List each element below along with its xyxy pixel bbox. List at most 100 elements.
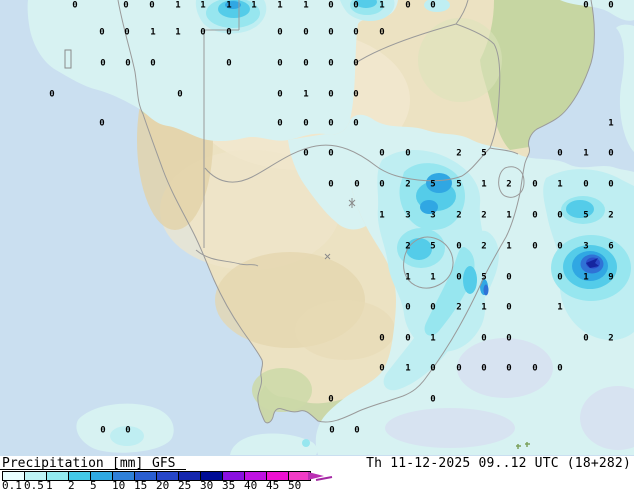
grid-value: 0 <box>99 119 104 129</box>
grid-value: 0 <box>200 28 205 38</box>
grid-value: 0 <box>328 395 333 405</box>
grid-value: 1 <box>303 1 308 11</box>
grid-value: 0 <box>608 180 613 190</box>
grid-value: 0 <box>456 364 461 374</box>
grid-value: 1 <box>430 334 435 344</box>
scale-label: 20 <box>156 479 170 490</box>
grid-value: 1 <box>506 211 511 221</box>
grid-value: 0 <box>481 334 486 344</box>
grid-value: 5 <box>583 211 588 221</box>
scale-label: 0.5 <box>24 479 44 490</box>
grid-value: 2 <box>456 211 461 221</box>
color-scale <box>2 471 311 481</box>
grid-value: 0 <box>125 426 130 436</box>
grid-value: 2 <box>481 242 486 252</box>
grid-value: 2 <box>608 334 613 344</box>
grid-value: 2 <box>456 149 461 159</box>
grid-value: 0 <box>124 28 129 38</box>
grid-value: 0 <box>150 59 155 69</box>
grid-value: 3 <box>583 242 588 252</box>
grid-value: 2 <box>506 180 511 190</box>
grid-value: 0 <box>49 90 54 100</box>
grid-value: 0 <box>583 334 588 344</box>
grid-value: 0 <box>328 59 333 69</box>
grid-value: 0 <box>557 364 562 374</box>
grid-value: 0 <box>99 28 104 38</box>
country-borders <box>195 0 525 289</box>
scale-label: 45 <box>266 479 280 490</box>
grid-value: 0 <box>72 1 77 11</box>
grid-value: 3 <box>405 211 410 221</box>
grid-value: 5 <box>456 180 461 190</box>
grid-value: 0 <box>583 1 588 11</box>
scale-label: 50 <box>288 479 302 490</box>
grid-value: 0 <box>354 426 359 436</box>
scale-label: 5 <box>90 479 97 490</box>
grid-value: 0 <box>149 1 154 11</box>
city-marker-icon <box>324 253 331 260</box>
grid-value: 0 <box>125 59 130 69</box>
grid-value: 2 <box>456 303 461 313</box>
grid-value: 0 <box>608 1 613 11</box>
grid-value: 1 <box>251 1 256 11</box>
grid-value: 2 <box>608 211 613 221</box>
legend-bar: Precipitation [mm] GFS 0.1 0.5 1 2 5 10 15 20 25… <box>0 456 634 490</box>
scale-label: 25 <box>178 479 192 490</box>
precipitation-map: 0 0 0 1 1 1 1 1 1 0 0 1 0 0 0 0 0 0 1 1 0 0 0 0 0 0 0 0 0 0 0 0 0 0 0 0 0 0 1 0… <box>0 0 634 456</box>
grid-value: 0 <box>353 1 358 11</box>
grid-value: 1 <box>200 1 205 11</box>
grid-value: 1 <box>583 273 588 283</box>
grid-value: 0 <box>353 119 358 129</box>
south-coast-green <box>257 369 425 423</box>
grid-value: 1 <box>481 180 486 190</box>
grid-value: 0 <box>328 149 333 159</box>
scale-labels: 0.1 0.5 1 2 5 10 15 20 25 30 35 40 45 50 <box>0 479 634 490</box>
grid-value: 1 <box>175 28 180 38</box>
grid-value: 0 <box>456 242 461 252</box>
grid-value: 0 <box>353 59 358 69</box>
mozambique-green <box>480 0 595 150</box>
grid-value: 0 <box>583 180 588 190</box>
grid-value: 1 <box>303 90 308 100</box>
grid-value: 0 <box>430 364 435 374</box>
legend-units: [mm] <box>112 456 144 471</box>
grid-value: 0 <box>430 1 435 11</box>
grid-value: 0 <box>506 334 511 344</box>
grid-value: 0 <box>379 28 384 38</box>
grid-value: 3 <box>430 211 435 221</box>
grid-value: 0 <box>328 1 333 11</box>
grid-value: 6 <box>608 242 613 252</box>
grid-value: 1 <box>583 149 588 159</box>
grid-value: 0 <box>532 242 537 252</box>
grid-value: 0 <box>405 1 410 11</box>
grid-value: 1 <box>150 28 155 38</box>
scale-label: 30 <box>200 479 214 490</box>
grid-value: 1 <box>277 1 282 11</box>
coast-station-icon <box>64 49 72 69</box>
grid-value: 0 <box>506 273 511 283</box>
grid-value: 5 <box>430 180 435 190</box>
grid-value: 1 <box>175 1 180 11</box>
scale-label: 40 <box>244 479 258 490</box>
grid-value: 0 <box>506 364 511 374</box>
grid-value: 0 <box>405 334 410 344</box>
grid-value: 0 <box>405 303 410 313</box>
city-markers <box>64 49 356 260</box>
grid-value: 1 <box>405 364 410 374</box>
grid-value: 1 <box>481 303 486 313</box>
grid-value: 1 <box>506 242 511 252</box>
grid-value: 0 <box>353 90 358 100</box>
grid-value: 0 <box>277 28 282 38</box>
grid-value: 0 <box>226 59 231 69</box>
grid-value: 0 <box>430 395 435 405</box>
legend-model: GFS <box>152 456 176 471</box>
grid-value: 0 <box>100 59 105 69</box>
grid-value: 0 <box>100 426 105 436</box>
grid-value: 0 <box>303 28 308 38</box>
grid-value: 1 <box>379 211 384 221</box>
grid-value: 2 <box>481 211 486 221</box>
grid-value: 5 <box>481 273 486 283</box>
grid-value: 0 <box>557 149 562 159</box>
grid-value: 1 <box>608 119 613 129</box>
grid-values-layer: 0 0 0 1 1 1 1 1 1 0 0 1 0 0 0 0 0 0 1 1 0 0 0 0 0 0 0 0 0 0 0 0 0 0 0 0 0 0 1 0… <box>49 1 613 436</box>
